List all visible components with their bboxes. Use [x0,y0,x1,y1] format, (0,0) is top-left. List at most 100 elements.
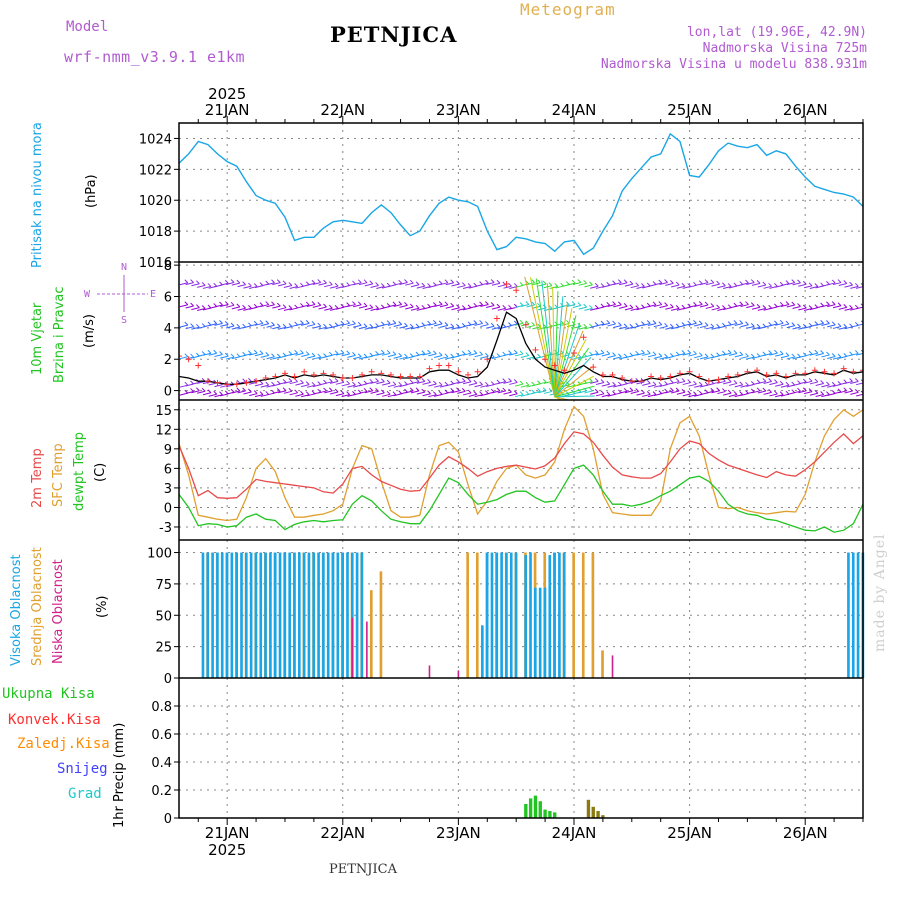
wind-barb [358,390,368,394]
wind-barb-tip [473,302,478,307]
wind-barb-tip [415,304,420,309]
wind-barb-tip [444,381,449,386]
wind-barb-tip [548,282,553,286]
wind-barb [728,382,738,386]
wind-barb [647,304,657,308]
y-tick-label: 0 [164,672,172,687]
wind-barb-tip [479,381,483,386]
wind-barb [416,380,425,384]
wind-barb [734,304,743,308]
wind-barb [590,285,599,289]
wind-barb-tip [427,283,431,287]
wind-barb-tip [294,389,298,394]
total-precip-bar [553,812,557,818]
wind-barb-tip [577,353,582,358]
wind-barb-tip [623,353,628,358]
wind-barb-tip [271,381,275,386]
wind-barb [624,307,634,311]
wind-barb-tip [831,279,836,284]
wind-barb [665,390,674,394]
wind-barb [445,282,454,286]
wind-barb-tip [276,302,281,307]
wind-barb-tip [831,321,836,326]
wind-barb-tip [479,320,483,324]
wind-barb [688,394,697,398]
wind-barb-tip [589,304,593,309]
wind-barb [393,324,402,327]
mixed-precip-bar [601,815,605,818]
panel-temperature: -3 0 3 6 9 12 15 [155,400,863,540]
wind-barb [717,391,726,395]
y-tick-label: 1024 [139,132,172,147]
wind-barb [578,306,587,310]
wind-barb-tip [612,320,616,325]
wind-barb-tip [444,322,449,326]
gust-marker [368,368,375,375]
wind-barb [832,282,842,286]
wind-barb-tip [808,282,813,287]
wind-barb-tip [843,280,848,284]
station-title: PETNJICA [330,22,458,47]
wind-barb [497,284,506,288]
wind-barb-tip [461,350,466,355]
y-tick-label: 75 [155,578,172,593]
wind-barb [301,304,310,308]
wind-barb [405,390,414,394]
wind-barb [601,304,610,308]
wind-barb [364,390,373,394]
gust-marker [513,287,520,294]
wind-barb-tip [502,323,507,328]
wind-barb-tip [473,320,478,324]
lonlat-label: lon,lat (19.96E, 42.9N) [686,25,867,40]
wind-barb-tip [236,353,241,358]
wind-barb [723,381,732,385]
wind-barb-tip [698,352,703,357]
wind-barb-tip [334,388,339,393]
wind-barb [179,324,188,328]
wind-barb-tip [797,279,801,284]
gust-marker [590,364,597,371]
wind-barb-tip [496,323,501,328]
gust-marker [676,370,683,377]
wind-barb-tip [577,279,582,283]
wind-barb [671,307,680,311]
gust-marker [705,378,712,385]
wind-barb-tip [785,390,790,395]
wind-barb-tip [779,350,784,355]
wind-barb [740,304,749,308]
wind-barb-tip [519,319,524,324]
wind-barb [775,394,784,398]
wind-barb [260,304,269,308]
wind-fan-line [535,278,556,397]
gust-marker [445,362,452,369]
high-cloud-bar [856,552,860,678]
wind-barb-tip [774,379,778,383]
wind-barb-tip [548,388,553,392]
wind-barb-tip [646,380,651,384]
high-cloud-bar [500,552,503,678]
wind-barb-tip [802,280,807,285]
wind-barb [723,352,732,356]
wind-barb-tip [461,377,466,382]
wind-barb [509,323,518,327]
wind-barb-tip [589,378,593,382]
wind-barb-tip [814,378,819,383]
wind-barb-tip [727,389,732,394]
wind-barb-tip [646,350,651,354]
wind-barb-tip [583,323,588,328]
wind-barb-tip [467,389,472,394]
wind-barb-tip [346,319,351,324]
panel-pressure: 1016 1018 1020 1022 1024 [139,123,863,271]
wind-barb-tip [438,320,443,325]
mid-cloud-bar [379,571,383,678]
wind-barb [803,307,813,311]
wind-barb [705,390,714,394]
wind-barb [844,307,853,311]
wind-barb [717,307,726,311]
gust-marker [840,365,847,372]
wind-barb-tip [693,319,697,324]
wind-barb [243,391,252,395]
wind-barb-tip [843,387,848,392]
wind-barb-tip [826,320,830,324]
wind-barb-tip [496,279,501,284]
